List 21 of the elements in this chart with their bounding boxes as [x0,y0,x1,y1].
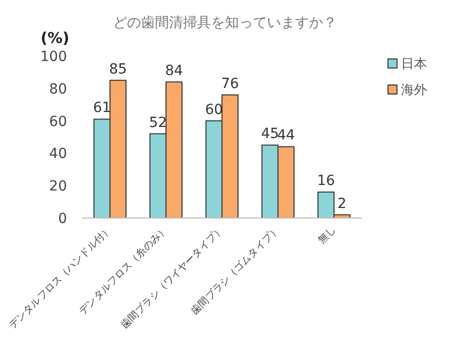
data-label: 61 [93,100,111,116]
y-tick-label: 80 [49,81,67,98]
y-axis-title: (%) [40,29,70,47]
y-tick-label: 0 [58,211,67,227]
y-tick-label: 20 [49,178,67,195]
data-label: 85 [109,61,127,78]
data-label: 16 [317,173,335,190]
data-label: 76 [221,76,239,92]
legend-label: 日本 [401,57,427,72]
chart-title: どの歯間清掃具を知っていますか？ [113,15,337,31]
data-label: 60 [205,102,223,118]
y-tick-label: 60 [49,114,67,130]
y-tick-label: 100 [40,49,67,65]
data-label: 84 [165,62,183,79]
data-label: 44 [277,128,295,144]
data-label: 45 [261,126,279,142]
y-tick-label: 40 [49,146,67,162]
x-tick-label: 無し [315,224,338,246]
data-label: 52 [149,114,167,131]
legend-label: 海外 [401,83,427,98]
data-label: 2 [338,196,346,212]
